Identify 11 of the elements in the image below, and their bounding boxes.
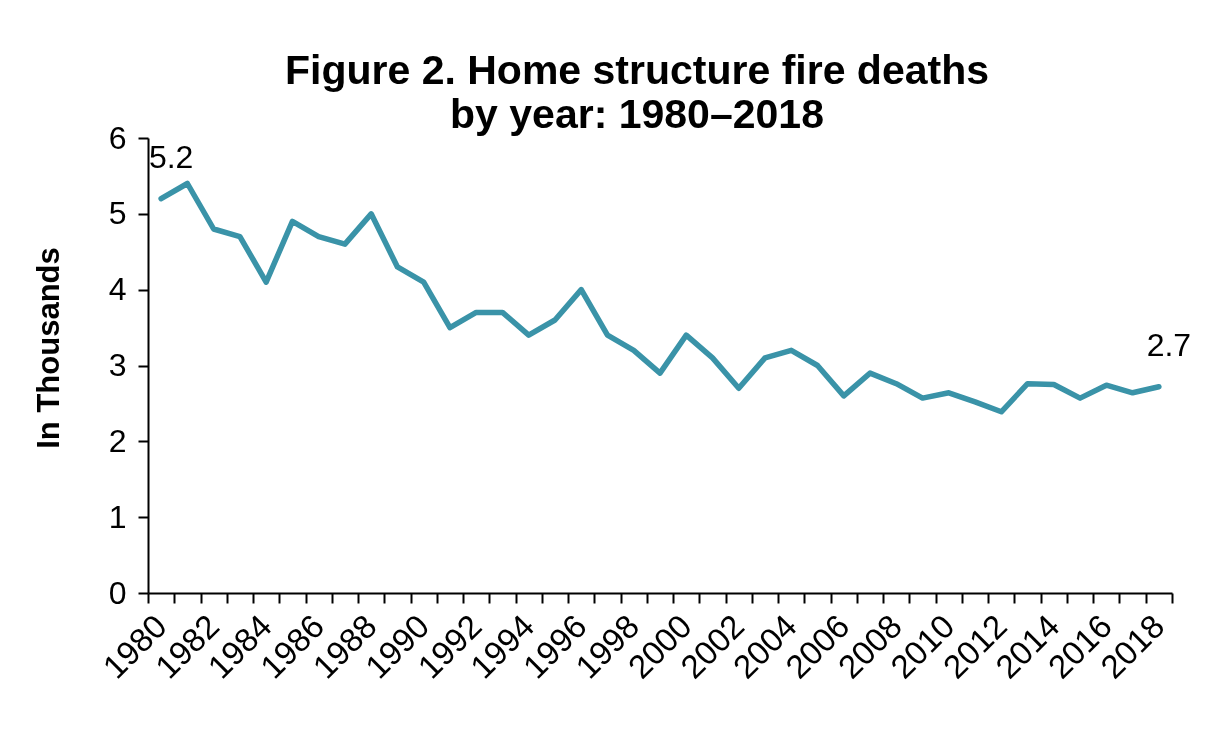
chart-title: Figure 2. Home structure fire deaths by year: 1980–2018 bbox=[284, 47, 990, 137]
y-tick-label: 6 bbox=[108, 119, 127, 156]
y-tick-label: 0 bbox=[108, 574, 127, 611]
y-axis-title: In Thousands bbox=[30, 247, 66, 449]
y-tick-label: 1 bbox=[108, 498, 127, 535]
data-label: 5.2 bbox=[148, 138, 194, 175]
y-tick-label: 5 bbox=[108, 195, 127, 232]
y-tick-label: 4 bbox=[108, 271, 127, 308]
y-tick-label: 3 bbox=[108, 347, 127, 383]
data-label: 2.7 bbox=[1146, 326, 1192, 363]
y-tick-label: 2 bbox=[108, 422, 127, 459]
